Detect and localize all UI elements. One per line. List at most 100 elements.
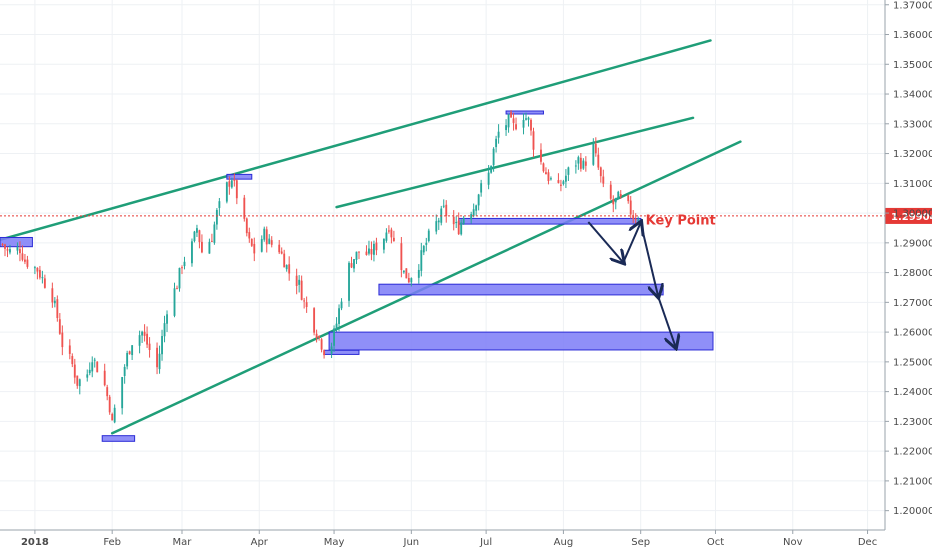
- candle-body: [562, 181, 565, 185]
- candle-body: [268, 238, 271, 244]
- candle-body: [88, 369, 91, 374]
- candle-body: [191, 241, 193, 264]
- candle-body: [4, 244, 6, 249]
- candle-body: [73, 364, 76, 378]
- candle-body: [335, 323, 338, 330]
- candle-body: [91, 362, 94, 372]
- candle-body: [612, 199, 615, 205]
- candle-body: [532, 131, 535, 150]
- y-axis[interactable]: 1.20000 1.21000 1.22000 1.23000 1.24000 1.250…: [884, 0, 932, 530]
- candle-body: [487, 172, 490, 185]
- candle-body: [51, 288, 54, 303]
- candle-body: [584, 161, 587, 166]
- candle-body: [417, 269, 420, 278]
- y-tick-label: 1.36000: [893, 30, 932, 41]
- candle-body: [148, 343, 151, 350]
- candle-body: [215, 209, 218, 225]
- candle-body: [614, 198, 617, 203]
- candle-body: [158, 353, 161, 370]
- candle-body: [632, 216, 635, 219]
- candle-body: [368, 248, 370, 254]
- candle-body: [470, 214, 473, 220]
- candle-body: [9, 249, 11, 253]
- candle-body: [228, 181, 231, 187]
- candle-body: [121, 377, 124, 409]
- x-tick-label: Sep: [631, 537, 650, 548]
- candle-body: [577, 157, 580, 164]
- candle-body: [422, 246, 425, 253]
- x-tick-label: May: [324, 537, 345, 548]
- current-price-line: 1.29904: [0, 207, 932, 224]
- projection-arrow: [639, 222, 658, 297]
- candle-body: [392, 237, 395, 242]
- y-tick-label: 1.26000: [893, 328, 932, 339]
- candle-body: [86, 374, 89, 378]
- candle-body: [579, 157, 582, 169]
- candle-body: [559, 184, 562, 186]
- y-tick-label: 1.37000: [893, 0, 932, 11]
- candle-body: [161, 336, 163, 355]
- candle-body: [131, 345, 134, 356]
- candle-body: [340, 301, 343, 309]
- x-tick-label: Dec: [858, 537, 877, 548]
- candle-body: [619, 193, 622, 197]
- candle-body: [303, 300, 306, 302]
- zone-box: [101, 435, 136, 442]
- candle-body: [181, 267, 183, 269]
- y-tick-label: 1.28000: [893, 268, 932, 279]
- y-tick-label: 1.25000: [893, 357, 932, 368]
- candle-body: [6, 249, 9, 251]
- candle-body: [452, 216, 455, 225]
- candle-body: [318, 336, 321, 338]
- y-tick-label: 1.23000: [893, 417, 932, 428]
- candle-body: [594, 143, 597, 154]
- candle-body: [425, 242, 428, 245]
- x-tick-label: Feb: [103, 537, 121, 548]
- candle-body: [515, 124, 517, 130]
- candle-body: [387, 230, 390, 232]
- x-axis[interactable]: 2018 Feb Mar Apr May Jun Jul Aug Sep Oct Nov Dec: [0, 529, 885, 548]
- projection-arrow: [622, 223, 640, 263]
- candle-body: [455, 221, 458, 224]
- candle-body: [198, 230, 201, 243]
- candle-body: [512, 118, 515, 123]
- candle-body: [146, 333, 149, 345]
- candle-body: [574, 165, 577, 167]
- candle-body: [637, 219, 640, 221]
- candle-body: [230, 180, 233, 188]
- candle-body: [41, 277, 44, 279]
- candle-body: [445, 204, 448, 216]
- annotation-key-point: Key Point: [646, 213, 716, 228]
- candle-body: [522, 119, 525, 128]
- candle-body: [540, 149, 542, 162]
- candle-body: [166, 314, 168, 324]
- candle-body: [365, 251, 368, 255]
- candle-body: [323, 350, 326, 356]
- candle-body: [143, 331, 146, 336]
- candle-body: [355, 251, 358, 260]
- zone-box: [505, 110, 544, 115]
- candle-body: [141, 331, 144, 336]
- candle-body: [96, 361, 99, 373]
- candle-body: [23, 259, 26, 262]
- candle-body: [260, 239, 263, 252]
- candle-body: [76, 375, 79, 386]
- candle-body: [19, 249, 21, 254]
- candle-body: [283, 253, 286, 268]
- projection-arrows: [587, 222, 675, 347]
- candle-body: [490, 165, 493, 173]
- candle-body: [123, 366, 126, 376]
- candle-body: [497, 131, 500, 138]
- candle-body: [313, 308, 316, 333]
- candle-body: [530, 119, 532, 131]
- candle-body: [93, 359, 96, 361]
- candle-body: [542, 163, 545, 172]
- candle-body: [36, 267, 39, 272]
- candle-body: [288, 264, 291, 274]
- candle-body: [278, 244, 281, 253]
- candle-body: [442, 205, 445, 207]
- y-tick-label: 1.32000: [893, 149, 932, 160]
- candle-body: [617, 191, 620, 200]
- candle-body: [527, 117, 530, 120]
